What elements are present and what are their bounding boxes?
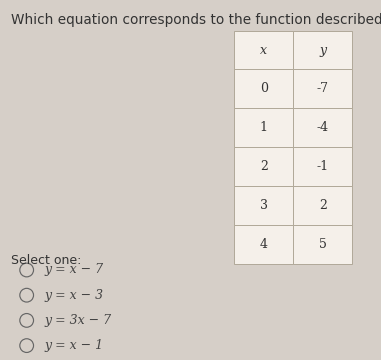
Bar (293, 31, 352, 69)
Bar (293, 186, 352, 225)
Text: -7: -7 (317, 82, 329, 95)
Text: 0: 0 (260, 82, 268, 95)
Bar (293, 225, 352, 264)
Text: y = x − 3: y = x − 3 (45, 289, 104, 302)
Text: Which equation corresponds to the function described in the table?: Which equation corresponds to the functi… (11, 13, 381, 27)
Bar (293, 147, 352, 186)
Bar (234, 147, 293, 186)
Bar (234, 108, 293, 147)
Bar (234, 31, 293, 69)
Bar (293, 108, 352, 147)
Text: y = x − 1: y = x − 1 (45, 339, 104, 352)
Bar (293, 69, 352, 108)
Text: 3: 3 (260, 199, 268, 212)
Text: y = x − 7: y = x − 7 (45, 264, 104, 276)
Text: y: y (319, 44, 327, 57)
Text: Select one:: Select one: (11, 254, 82, 267)
Bar (234, 69, 293, 108)
Text: x: x (260, 44, 267, 57)
Bar (234, 225, 293, 264)
Bar (234, 186, 293, 225)
Text: 4: 4 (260, 238, 268, 251)
Text: 1: 1 (260, 121, 268, 134)
Text: -1: -1 (317, 160, 329, 173)
Text: y = 3x − 7: y = 3x − 7 (45, 314, 112, 327)
Text: 2: 2 (260, 160, 268, 173)
Text: 5: 5 (319, 238, 327, 251)
Text: -4: -4 (317, 121, 329, 134)
Text: 2: 2 (319, 199, 327, 212)
